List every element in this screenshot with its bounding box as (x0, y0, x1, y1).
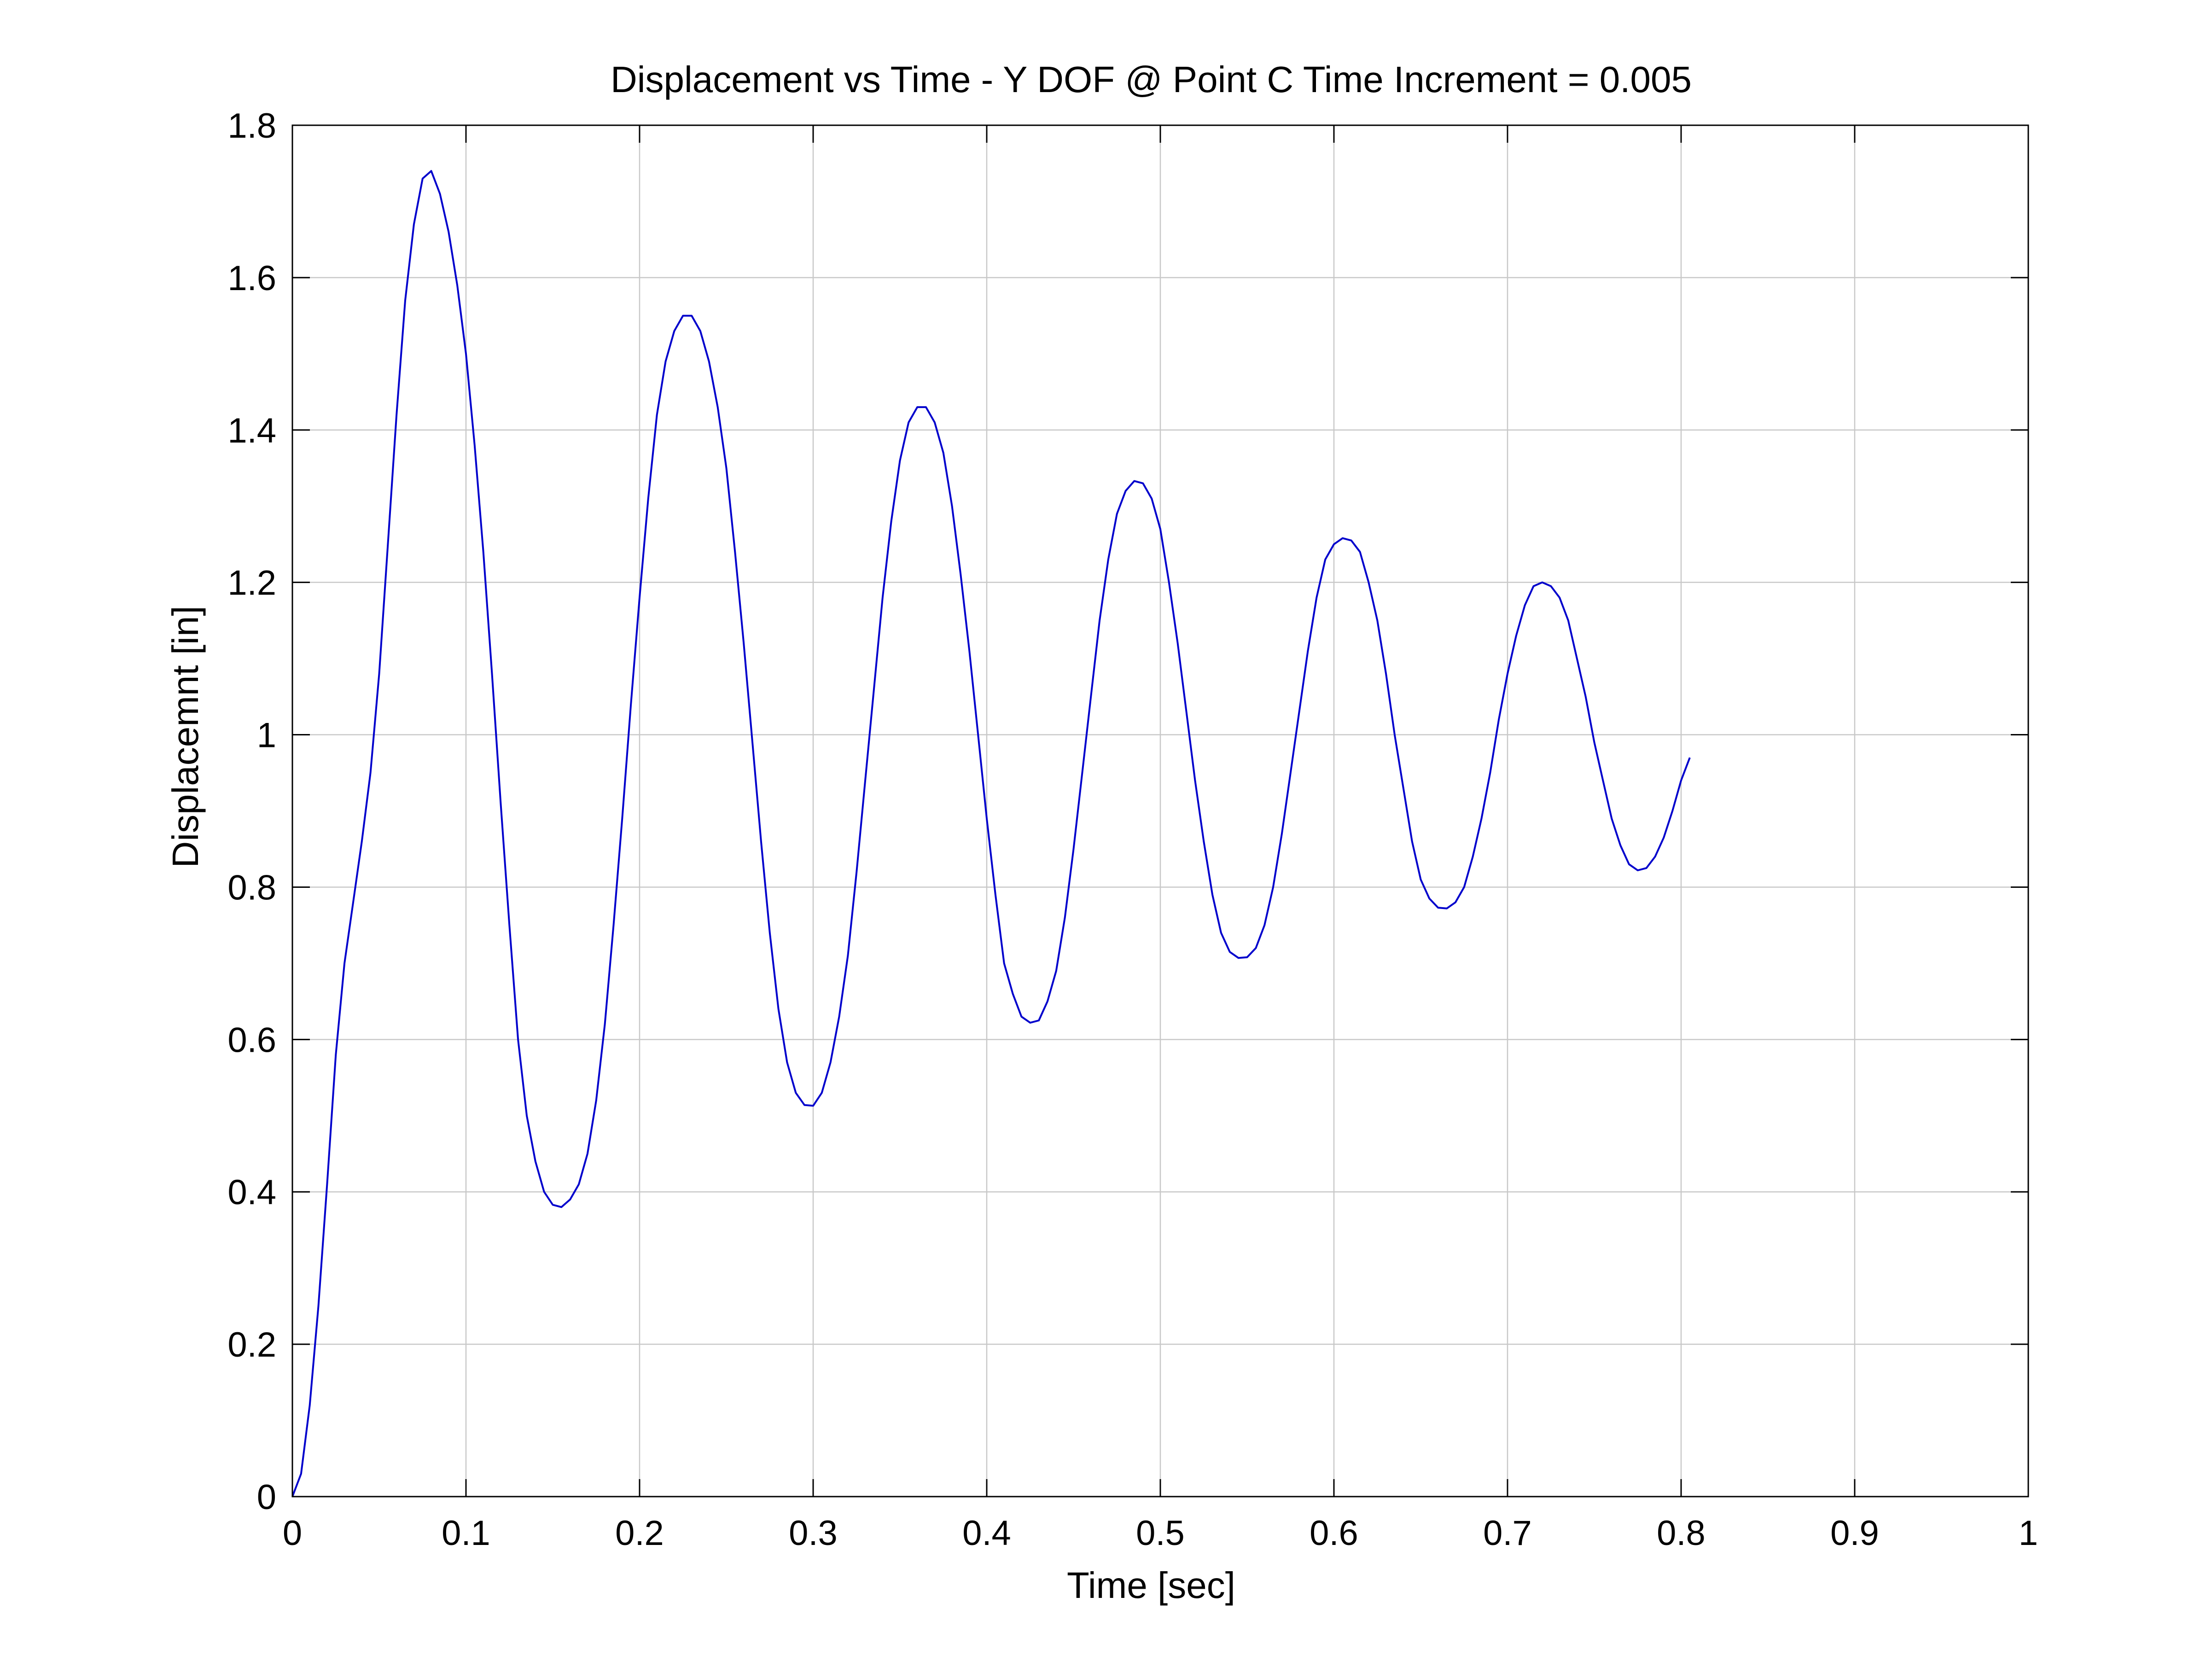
x-tick-label: 0.8 (1657, 1514, 1706, 1553)
y-axis-title: Displacemnt [in] (165, 606, 206, 868)
x-tick-label: 0.4 (962, 1514, 1011, 1553)
x-tick-label: 0.5 (1136, 1514, 1185, 1553)
y-tick-label: 0.2 (227, 1325, 276, 1364)
series-layer (291, 170, 1691, 1497)
y-tick-label: 1.6 (227, 259, 276, 298)
x-tick-label: 0.6 (1310, 1514, 1358, 1553)
x-tick-label: 0.2 (615, 1514, 664, 1553)
chart-title: Displacement vs Time - Y DOF @ Point C T… (611, 59, 1692, 100)
x-tick-label: 0.9 (1830, 1514, 1879, 1553)
y-tick-label: 1 (257, 716, 276, 755)
plot-frame (291, 124, 2029, 1498)
y-tick-label: 0.8 (227, 868, 276, 907)
tick-labels: 0 0.1 0.2 0.3 0.4 0.5 0.6 0.7 0.8 0.9 1 0 0.2 0.4 0.6 0… (227, 106, 2038, 1553)
y-tick-label: 0 (257, 1478, 276, 1517)
x-tick-label: 0.3 (789, 1514, 838, 1553)
x-axis-title: Time [sec] (1067, 1565, 1235, 1606)
x-tick-label: 0 (283, 1514, 302, 1553)
x-tick-label: 1 (2019, 1514, 2038, 1553)
series-line (291, 170, 1691, 1497)
y-tick-label: 0.4 (227, 1173, 276, 1212)
y-tick-label: 1.4 (227, 411, 276, 450)
x-tick-label: 0.7 (1483, 1514, 1532, 1553)
y-tick-label: 0.6 (227, 1020, 276, 1060)
x-tick-label: 0.1 (442, 1514, 490, 1553)
y-tick-label: 1.8 (227, 106, 276, 146)
y-tick-label: 1.2 (227, 564, 276, 603)
